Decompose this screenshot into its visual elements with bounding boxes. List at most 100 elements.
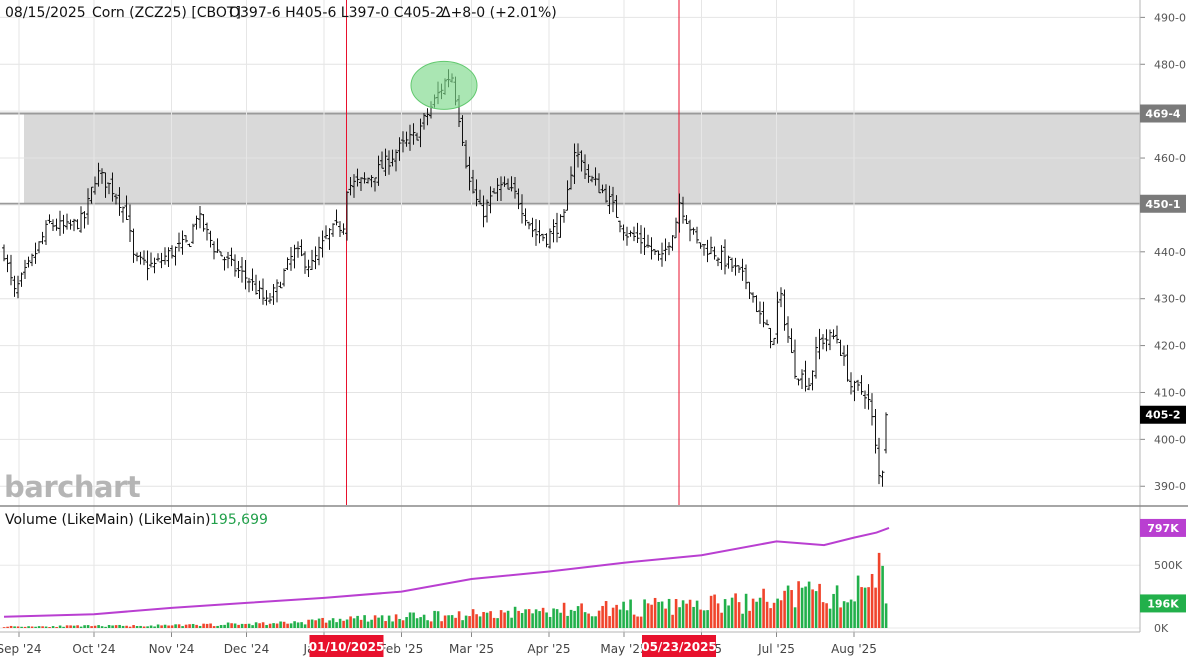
volume-bar	[223, 624, 226, 628]
price-bar	[513, 176, 517, 199]
volume-bar	[765, 601, 769, 628]
price-bar	[670, 235, 675, 251]
volume-bar	[55, 626, 58, 628]
volume-bar	[268, 623, 272, 628]
volume-bar	[86, 625, 90, 628]
volume-bar	[713, 594, 716, 628]
volume-bar	[27, 626, 30, 628]
month-tick-label: Dec '24	[224, 642, 270, 656]
price-bar	[758, 301, 762, 324]
price-bar	[478, 189, 482, 205]
volume-bar	[674, 599, 678, 628]
volume-bar	[387, 615, 391, 628]
volume-bar	[443, 615, 447, 628]
price-bar	[625, 226, 629, 246]
price-bar	[345, 191, 349, 241]
volume-bar	[513, 606, 517, 628]
price-bar	[691, 227, 696, 235]
price-bar	[775, 291, 780, 344]
price-tick-label: 400-0	[1154, 433, 1186, 446]
price-bar	[121, 206, 125, 223]
volume-bar	[601, 605, 604, 628]
price-bar	[320, 230, 325, 258]
price-bar	[856, 379, 860, 391]
volume-bar	[538, 611, 541, 628]
last-price-badge-bg	[1140, 405, 1186, 424]
volume-bar	[198, 625, 202, 628]
volume-bar	[531, 613, 534, 628]
price-bar	[842, 345, 846, 366]
price-bar	[47, 214, 52, 224]
price-bar	[852, 380, 857, 402]
volume-bar	[349, 616, 352, 628]
volume-bar	[342, 620, 345, 628]
volume-bar	[664, 608, 667, 628]
volume-bar	[646, 603, 650, 628]
price-bar	[215, 238, 220, 253]
price-bar	[597, 173, 601, 194]
volume-bar	[275, 623, 279, 628]
volume-bar	[499, 610, 503, 628]
volume-bar	[139, 625, 142, 628]
volume-bar	[681, 600, 685, 628]
volume-bar	[552, 608, 555, 628]
volume-bar	[688, 599, 692, 628]
volume-bar	[569, 609, 573, 628]
volume-bar	[828, 608, 832, 628]
last-price-badge: 405-2	[1145, 409, 1180, 422]
volume-bar	[618, 609, 622, 628]
price-bar	[9, 254, 13, 286]
volume-bar	[174, 624, 177, 628]
header-date: 08/15/2025	[5, 5, 86, 21]
price-bar	[310, 249, 314, 271]
price-bar	[275, 279, 279, 303]
price-bar	[163, 247, 167, 265]
volume-bar	[524, 609, 527, 628]
price-bar	[828, 329, 832, 351]
price-bar	[716, 257, 720, 267]
volume-bar	[205, 623, 209, 628]
price-bar	[359, 177, 363, 192]
price-tick-label: 390-0	[1154, 480, 1186, 493]
volume-bar	[790, 590, 793, 628]
price-bar	[583, 154, 587, 180]
volume-bar	[548, 616, 552, 628]
volume-bar	[758, 597, 762, 628]
volume-bar	[457, 611, 461, 628]
volume-bar	[478, 616, 482, 628]
open-interest-line	[3, 526, 890, 618]
price-bar	[30, 253, 34, 267]
price-bar	[404, 131, 409, 147]
price-bar	[331, 223, 335, 237]
volume-bar	[706, 610, 709, 628]
volume-bar	[41, 626, 44, 628]
volume-bar	[454, 617, 457, 628]
volume-bar	[212, 626, 216, 628]
price-bar	[177, 232, 181, 252]
volume-bar	[30, 626, 34, 628]
volume-bar	[65, 625, 69, 628]
volume-bar	[69, 625, 72, 628]
price-bar	[254, 274, 258, 295]
price-bar	[761, 301, 766, 328]
open-interest-badge-bg	[1140, 518, 1186, 537]
marker-date-badge	[642, 635, 716, 657]
volume-bar	[370, 619, 373, 628]
price-tick-label: 430-0	[1154, 293, 1186, 306]
volume-bar	[615, 604, 618, 628]
volume-bar	[468, 616, 471, 628]
volume-bar	[527, 609, 531, 628]
volume-bar	[594, 616, 597, 628]
volume-bar	[716, 603, 720, 628]
price-bar	[772, 337, 776, 345]
price-bar	[579, 150, 584, 172]
month-tick-label: Feb '25	[380, 642, 424, 656]
price-bar	[198, 206, 202, 229]
price-bar	[695, 226, 699, 244]
price-bar	[880, 470, 885, 487]
price-bar	[681, 196, 685, 224]
price-bar	[639, 225, 643, 254]
price-bar	[551, 219, 556, 243]
price-bar	[131, 228, 136, 263]
price-bar	[810, 370, 815, 391]
